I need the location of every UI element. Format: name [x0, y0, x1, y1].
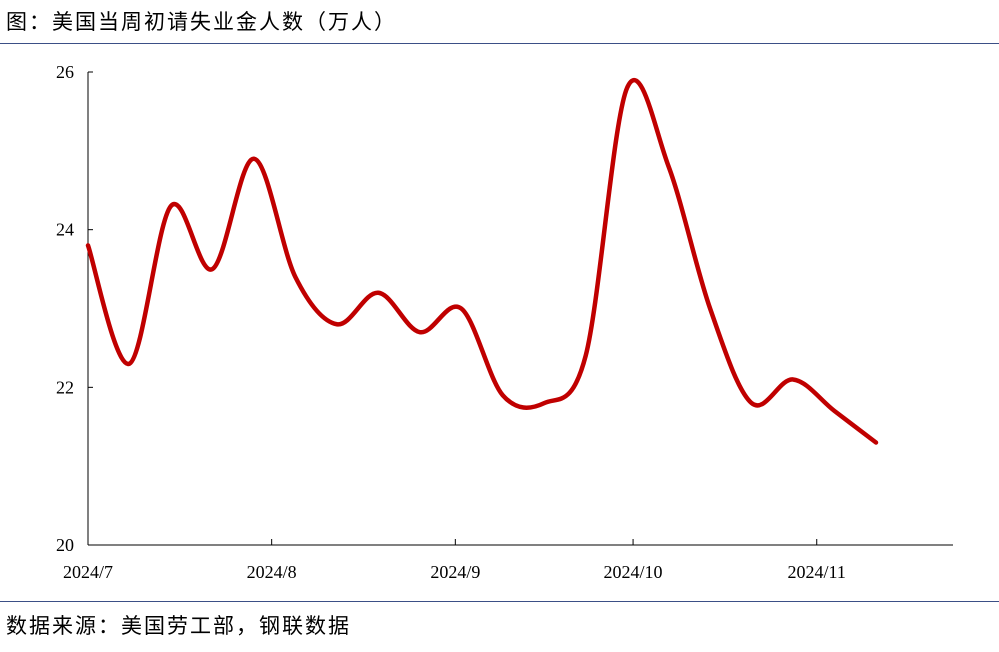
bottom-divider: [0, 601, 999, 602]
y-tick-label: 20: [56, 535, 74, 555]
x-tick-label: 2024/9: [430, 562, 480, 582]
line-chart: 20 22 24 26 2024/7 2024/8 2024/9 2024/10 2024/11: [56, 62, 953, 582]
y-tick-label: 22: [56, 377, 74, 397]
chart-title: 图：美国当周初请失业金人数（万人）: [6, 10, 397, 34]
top-divider: [0, 43, 999, 44]
x-tick-label: 2024/10: [604, 562, 663, 582]
source-note: 数据来源：美国劳工部，钢联数据: [6, 614, 351, 638]
x-tick-label: 2024/7: [63, 562, 113, 582]
x-tick-label: 2024/11: [788, 562, 846, 582]
y-tick-label: 26: [56, 62, 74, 82]
series-line: [85, 77, 879, 445]
x-tick-label: 2024/8: [247, 562, 297, 582]
y-tick-label: 24: [56, 220, 74, 240]
